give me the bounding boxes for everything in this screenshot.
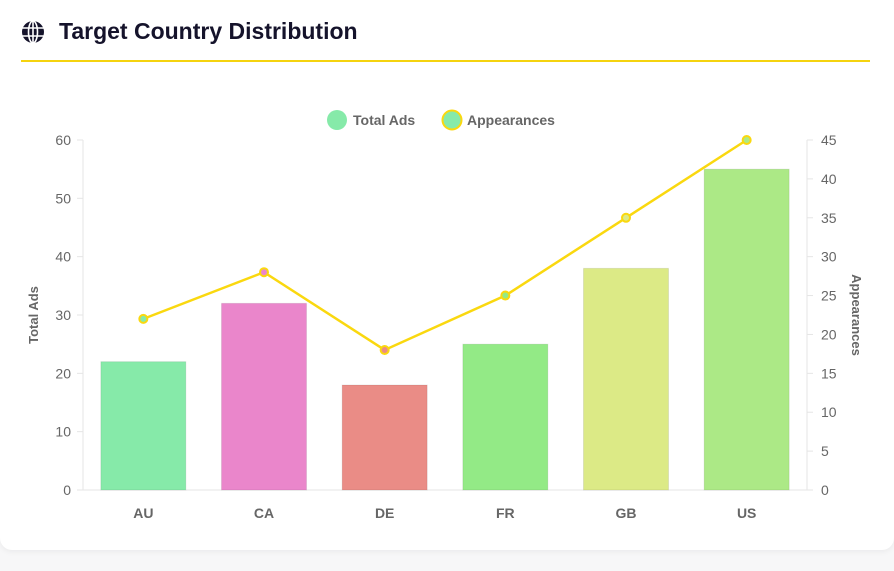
appearances-line	[142, 138, 748, 352]
legend-swatch-total-ads	[327, 110, 347, 130]
bar-AU	[100, 361, 187, 491]
x-tick-label: FR	[496, 505, 515, 521]
point-AU	[138, 313, 149, 324]
y2-tick-label: 15	[821, 365, 837, 381]
point-DE	[379, 345, 390, 355]
card-title: Target Country Distribution	[59, 18, 358, 44]
bar-US	[703, 168, 790, 491]
y2-tick-label: 30	[821, 249, 837, 265]
x-tick-label: GB	[616, 505, 637, 521]
header-divider	[21, 60, 870, 62]
legend-label-appearances: Appearances	[467, 112, 555, 128]
y2-tick-label: 25	[821, 288, 837, 304]
y-tick-label: 0	[63, 482, 71, 498]
y2-tick-label: 20	[821, 326, 837, 342]
x-tick-label: AU	[133, 505, 153, 521]
y-tick-label: 20	[55, 365, 71, 381]
card-header: Target Country Distribution	[21, 18, 358, 45]
y2-axis-title: Appearances	[849, 274, 864, 356]
y-tick-label: 60	[55, 132, 71, 148]
y-tick-label: 40	[55, 249, 71, 265]
y-tick-label: 30	[55, 307, 71, 323]
y2-tick-label: 10	[821, 404, 837, 420]
x-tick-label: DE	[375, 505, 394, 521]
legend-label-total-ads: Total Ads	[353, 112, 415, 128]
bar-CA	[221, 302, 307, 491]
y2-tick-label: 5	[821, 443, 829, 459]
y-tick-label: 50	[55, 190, 71, 206]
bar-GB	[583, 267, 669, 491]
y2-tick-label: 45	[821, 132, 837, 148]
globe-icon	[22, 19, 44, 44]
chart-card: Target Country Distribution 0 10 20 30 40 50 6…	[21, 18, 870, 521]
bar-DE	[341, 384, 428, 491]
y2-tick-label: 40	[821, 171, 837, 187]
x-tick-label: US	[737, 505, 756, 521]
y2-tick-label: 0	[821, 482, 829, 498]
point-FR	[500, 290, 511, 301]
point-CA	[259, 267, 269, 278]
legend-swatch-appearances	[441, 109, 463, 131]
y-tick-label: 10	[55, 424, 71, 440]
point-GB	[621, 212, 631, 223]
combo-chart: 0 10 20 30 40 50 60 0 5 10 15 20 25 30 35 40 45 Total Ads…	[26, 109, 864, 521]
point-US	[741, 135, 752, 145]
x-tick-label: CA	[254, 505, 274, 521]
y-axis-title: Total Ads	[26, 286, 41, 344]
y2-tick-label: 35	[821, 210, 837, 226]
bar-FR	[462, 343, 549, 491]
